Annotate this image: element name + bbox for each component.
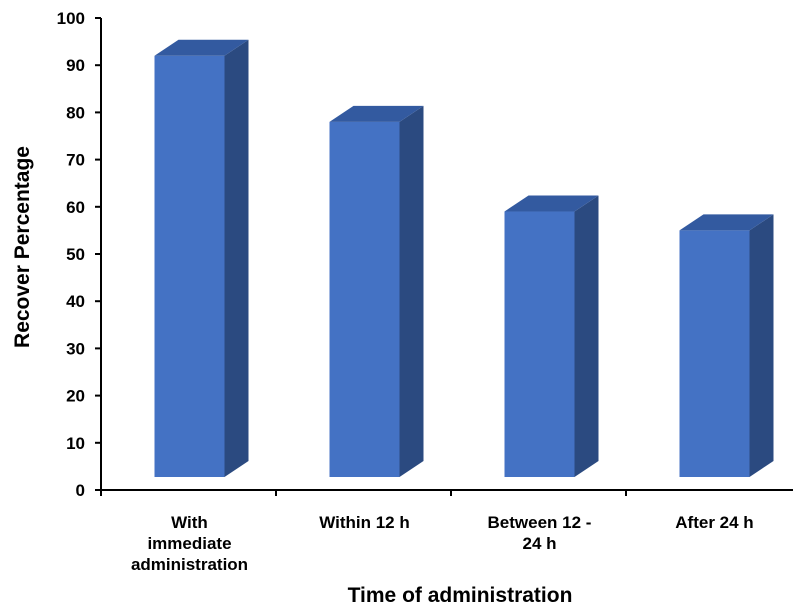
bar-top: [504, 195, 599, 212]
bar-front: [329, 121, 400, 477]
x-tick-label: After 24 h: [675, 513, 753, 532]
bar-front: [679, 230, 750, 477]
bar-side: [749, 214, 774, 477]
bar-side: [399, 105, 424, 477]
y-tick-label: 100: [57, 9, 85, 28]
bar: [504, 195, 599, 477]
bar-top: [329, 105, 424, 122]
bar-top: [679, 214, 774, 231]
x-tick-label-line: immediate: [147, 534, 231, 553]
x-tick-label-line: With: [171, 513, 208, 532]
y-tick-label: 0: [76, 481, 85, 500]
bar-front: [154, 55, 225, 477]
x-tick-label: With immediate administration: [131, 513, 248, 574]
x-tick-label-line: Within 12 h: [319, 513, 410, 532]
bar-top: [154, 39, 249, 56]
bar-side: [224, 39, 249, 477]
bar-side: [574, 195, 599, 477]
bar-front: [504, 211, 575, 477]
y-tick-label: 30: [66, 339, 85, 358]
bar: [329, 105, 424, 477]
y-tick-label: 10: [66, 434, 85, 453]
y-tick-label: 80: [66, 103, 85, 122]
y-tick-label: 50: [66, 245, 85, 264]
axes: [95, 17, 793, 496]
bar: [154, 39, 249, 477]
y-tick-label: 40: [66, 292, 85, 311]
x-tick-label-line: Between 12 -: [488, 513, 592, 532]
y-tick-label: 20: [66, 387, 85, 406]
tick-labels: 0 10 20 30 40 50 60 70 80 90 100 With immediate admin…: [57, 9, 754, 574]
x-tick-label-line: 24 h: [522, 534, 556, 553]
y-tick-label: 60: [66, 198, 85, 217]
x-tick-label: Within 12 h: [319, 513, 410, 532]
y-axis-label: Recover Percentage: [11, 146, 34, 348]
x-tick-label: Between 12 - 24 h: [488, 513, 592, 553]
bars: [154, 39, 774, 477]
y-tick-label: 90: [66, 56, 85, 75]
x-tick-label-line: After 24 h: [675, 513, 753, 532]
y-tick-label: 70: [66, 151, 85, 170]
x-tick-label-line: administration: [131, 555, 248, 574]
bar: [679, 214, 774, 477]
x-axis-label: Time of administration: [348, 584, 573, 607]
